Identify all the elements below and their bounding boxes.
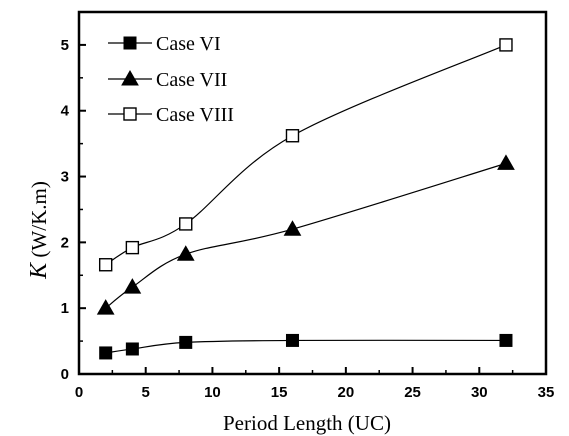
legend-label: Case VIII	[156, 104, 234, 126]
y-axis-title: K (W/K.m)	[26, 181, 52, 280]
y-tick-label: 0	[61, 366, 69, 383]
data-point	[123, 278, 142, 294]
y-tick-label: 1	[61, 300, 69, 317]
legend-label: Case VI	[156, 33, 221, 55]
legend-label: Case VII	[156, 69, 227, 91]
data-point	[179, 217, 193, 231]
x-tick-label: 15	[271, 384, 288, 401]
y-tick-label: 3	[61, 169, 69, 186]
legend-item: Case VI	[108, 33, 221, 55]
x-tick-label: 20	[338, 384, 355, 401]
data-point	[96, 299, 115, 315]
x-tick-label: 5	[142, 384, 150, 401]
x-axis-title: Period Length (UC)	[223, 411, 391, 435]
series-case-vi	[99, 333, 513, 360]
x-tick-label: 30	[471, 384, 488, 401]
series-case-viii	[98, 38, 513, 272]
y-axis-symbol: K	[26, 261, 52, 280]
legend-item: Case VII	[108, 69, 227, 91]
data-point	[283, 220, 302, 236]
y-tick-label: 5	[61, 37, 69, 54]
x-tick-label: 0	[75, 384, 83, 401]
data-point	[125, 342, 139, 356]
series-line	[105, 339, 506, 354]
legend-marker	[121, 69, 139, 86]
legend-marker	[123, 107, 137, 121]
data-point	[285, 129, 300, 143]
legend: Case VI Case VII Case VIII	[108, 33, 234, 126]
data-point	[497, 154, 515, 170]
plot-area	[77, 10, 548, 376]
series-layer	[96, 38, 515, 360]
data-point	[499, 333, 513, 347]
x-axis: 0 5 10 15 20 25 30 35	[75, 367, 555, 401]
x-tick-label: 10	[204, 384, 221, 401]
y-axis: 0 1 2 3 4 5	[61, 11, 86, 383]
data-point	[99, 346, 113, 360]
data-point	[98, 258, 113, 272]
x-tick-label: 25	[404, 384, 421, 401]
series-case-vii	[96, 154, 515, 315]
plot-frame	[77, 10, 548, 376]
data-point	[285, 333, 299, 347]
y-tick-label: 4	[61, 103, 70, 120]
data-point	[176, 245, 195, 261]
data-point	[499, 38, 513, 52]
y-axis-unit: (W/K.m)	[27, 181, 51, 263]
y-tick-label: 2	[61, 234, 69, 251]
x-tick-label: 35	[538, 384, 555, 401]
legend-marker	[123, 36, 137, 50]
data-point	[125, 240, 140, 255]
legend-item: Case VIII	[108, 104, 234, 126]
data-point	[179, 335, 193, 349]
